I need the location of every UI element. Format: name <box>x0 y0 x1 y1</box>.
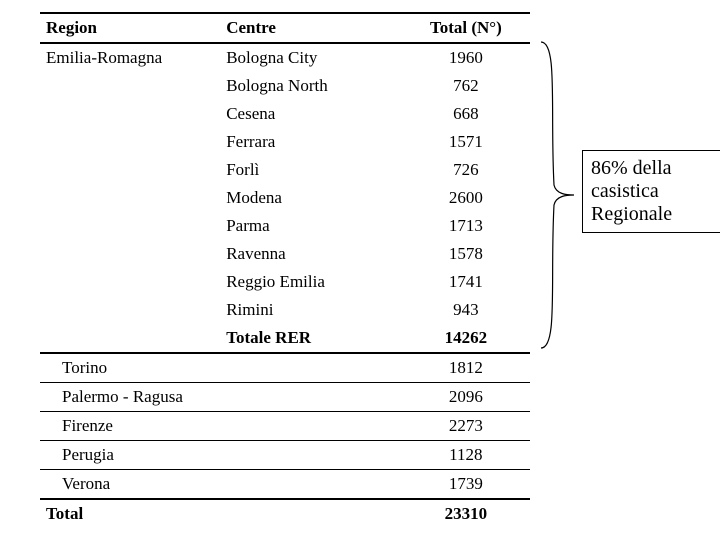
other-centre-cell: Firenze <box>40 412 220 441</box>
other-centre-cell: Palermo - Ragusa <box>40 383 220 412</box>
table-row: Ravenna 1578 <box>40 240 530 268</box>
table-row: Bologna North 762 <box>40 72 530 100</box>
annotation-text: 86% della casistica Regionale <box>591 157 672 225</box>
table-row: Rimini 943 <box>40 296 530 324</box>
table-row: Verona 1739 <box>40 470 530 500</box>
region-cell <box>40 156 220 184</box>
data-table: Region Centre Total (N°) Emilia-Romagna … <box>40 12 530 528</box>
region-cell <box>40 212 220 240</box>
total-cell: 1571 <box>402 128 530 156</box>
subtotal-value: 14262 <box>402 324 530 353</box>
region-cell <box>40 72 220 100</box>
centre-cell <box>220 470 402 500</box>
region-cell <box>40 268 220 296</box>
region-cell <box>40 100 220 128</box>
total-cell: 943 <box>402 296 530 324</box>
centre-cell: Bologna North <box>220 72 402 100</box>
region-cell <box>40 128 220 156</box>
grand-total-label: Total <box>40 499 220 528</box>
header-row: Region Centre Total (N°) <box>40 13 530 43</box>
centre-cell: Bologna City <box>220 43 402 72</box>
centre-cell: Cesena <box>220 100 402 128</box>
centre-cell <box>220 383 402 412</box>
table-row: Reggio Emilia 1741 <box>40 268 530 296</box>
header-total: Total (N°) <box>402 13 530 43</box>
region-cell <box>40 324 220 353</box>
total-cell: 2273 <box>402 412 530 441</box>
table-row: Torino 1812 <box>40 353 530 383</box>
total-cell: 2600 <box>402 184 530 212</box>
total-cell: 1960 <box>402 43 530 72</box>
grand-total-row: Total 23310 <box>40 499 530 528</box>
table-row: Forlì 726 <box>40 156 530 184</box>
table-row: Perugia 1128 <box>40 441 530 470</box>
total-cell: 2096 <box>402 383 530 412</box>
total-cell: 1578 <box>402 240 530 268</box>
other-centre-cell: Verona <box>40 470 220 500</box>
total-cell: 726 <box>402 156 530 184</box>
centre-cell: Parma <box>220 212 402 240</box>
region-cell <box>40 296 220 324</box>
subtotal-label: Totale RER <box>220 324 402 353</box>
centre-cell <box>220 499 402 528</box>
centre-cell <box>220 412 402 441</box>
brace-icon <box>536 40 576 350</box>
total-cell: 1713 <box>402 212 530 240</box>
total-cell: 762 <box>402 72 530 100</box>
region-cell <box>40 240 220 268</box>
table-row: Parma 1713 <box>40 212 530 240</box>
centre-cell <box>220 441 402 470</box>
centre-cell <box>220 353 402 383</box>
header-centre: Centre <box>220 13 402 43</box>
total-cell: 1128 <box>402 441 530 470</box>
total-cell: 1812 <box>402 353 530 383</box>
table-row: Cesena 668 <box>40 100 530 128</box>
table-row: Palermo - Ragusa 2096 <box>40 383 530 412</box>
table-row: Modena 2600 <box>40 184 530 212</box>
total-cell: 1739 <box>402 470 530 500</box>
centre-cell: Rimini <box>220 296 402 324</box>
centre-cell: Reggio Emilia <box>220 268 402 296</box>
centre-cell: Forlì <box>220 156 402 184</box>
table-body: Emilia-Romagna Bologna City 1960 Bologna… <box>40 43 530 528</box>
other-centre-cell: Torino <box>40 353 220 383</box>
other-centre-cell: Perugia <box>40 441 220 470</box>
grand-total-value: 23310 <box>402 499 530 528</box>
table-row: Ferrara 1571 <box>40 128 530 156</box>
total-cell: 668 <box>402 100 530 128</box>
region-cell: Emilia-Romagna <box>40 43 220 72</box>
table: Region Centre Total (N°) Emilia-Romagna … <box>40 12 530 528</box>
table-row: Firenze 2273 <box>40 412 530 441</box>
annotation-box: 86% della casistica Regionale <box>582 150 720 233</box>
total-cell: 1741 <box>402 268 530 296</box>
region-cell <box>40 184 220 212</box>
centre-cell: Ferrara <box>220 128 402 156</box>
subtotal-row: Totale RER 14262 <box>40 324 530 353</box>
table-row: Emilia-Romagna Bologna City 1960 <box>40 43 530 72</box>
centre-cell: Ravenna <box>220 240 402 268</box>
centre-cell: Modena <box>220 184 402 212</box>
header-region: Region <box>40 13 220 43</box>
